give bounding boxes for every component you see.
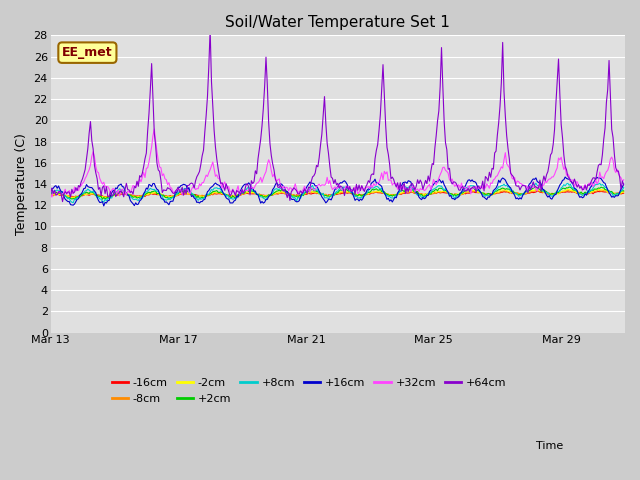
+2cm xyxy=(91,191,99,196)
Text: EE_met: EE_met xyxy=(62,46,113,59)
-16cm xyxy=(575,190,582,196)
-16cm xyxy=(381,190,388,196)
Line: -2cm: -2cm xyxy=(51,190,623,198)
+64cm xyxy=(447,178,454,184)
Title: Soil/Water Temperature Set 1: Soil/Water Temperature Set 1 xyxy=(225,15,450,30)
+32cm xyxy=(92,164,100,169)
+64cm xyxy=(59,199,67,204)
+16cm xyxy=(47,188,54,194)
+64cm xyxy=(491,150,499,156)
-16cm xyxy=(620,190,627,196)
-2cm xyxy=(381,191,388,196)
-8cm xyxy=(445,191,453,197)
+32cm xyxy=(382,171,390,177)
+16cm xyxy=(490,188,497,193)
+16cm xyxy=(91,188,99,194)
Line: +32cm: +32cm xyxy=(51,129,623,197)
-2cm xyxy=(92,192,100,197)
+2cm xyxy=(502,186,509,192)
+2cm xyxy=(165,197,173,203)
+32cm xyxy=(491,176,499,182)
Line: -8cm: -8cm xyxy=(51,190,623,198)
+64cm xyxy=(47,192,54,198)
+8cm xyxy=(69,200,77,205)
+64cm xyxy=(503,132,511,138)
-8cm xyxy=(490,191,497,197)
-8cm xyxy=(67,195,74,201)
-16cm xyxy=(47,193,54,199)
-8cm xyxy=(573,190,581,195)
+32cm xyxy=(47,191,54,197)
+2cm xyxy=(620,188,627,194)
+2cm xyxy=(565,184,573,190)
-2cm xyxy=(565,187,573,192)
-2cm xyxy=(502,187,509,193)
+64cm xyxy=(575,182,582,188)
Line: +64cm: +64cm xyxy=(51,29,623,202)
-8cm xyxy=(381,191,388,196)
-8cm xyxy=(92,192,100,197)
+16cm xyxy=(381,190,388,196)
+32cm xyxy=(447,178,454,184)
+8cm xyxy=(92,192,100,197)
+32cm xyxy=(575,182,582,188)
-16cm xyxy=(502,189,509,195)
-2cm xyxy=(47,194,54,200)
+8cm xyxy=(47,191,54,196)
+32cm xyxy=(620,177,627,183)
Line: +16cm: +16cm xyxy=(51,177,623,206)
-2cm xyxy=(445,191,453,197)
+8cm xyxy=(381,191,388,196)
Line: -16cm: -16cm xyxy=(51,191,623,197)
+64cm xyxy=(92,170,100,176)
+64cm xyxy=(382,122,390,128)
+8cm xyxy=(575,191,582,197)
-8cm xyxy=(595,187,602,192)
+64cm xyxy=(620,182,627,188)
-16cm xyxy=(490,191,497,196)
-2cm xyxy=(575,190,582,196)
-16cm xyxy=(92,192,100,198)
Text: Time: Time xyxy=(536,442,563,451)
+16cm xyxy=(620,181,627,187)
+16cm xyxy=(100,203,108,209)
-2cm xyxy=(620,189,627,195)
-8cm xyxy=(47,192,54,198)
+64cm xyxy=(206,26,214,32)
-8cm xyxy=(620,189,627,194)
+8cm xyxy=(490,189,497,195)
-2cm xyxy=(69,195,77,201)
Y-axis label: Temperature (C): Temperature (C) xyxy=(15,133,28,235)
+16cm xyxy=(561,174,569,180)
-16cm xyxy=(533,188,541,194)
-16cm xyxy=(445,191,453,196)
+32cm xyxy=(48,194,56,200)
+2cm xyxy=(490,191,497,197)
+2cm xyxy=(445,191,453,196)
+2cm xyxy=(575,190,582,196)
-16cm xyxy=(67,194,74,200)
-8cm xyxy=(502,188,509,194)
+2cm xyxy=(381,189,388,194)
+32cm xyxy=(503,161,511,167)
+8cm xyxy=(532,180,540,186)
+16cm xyxy=(575,192,582,198)
+2cm xyxy=(47,191,54,197)
Legend: -16cm, -8cm, -2cm, +2cm, +8cm, +16cm, +32cm, +64cm: -16cm, -8cm, -2cm, +2cm, +8cm, +16cm, +3… xyxy=(108,374,511,408)
Line: +2cm: +2cm xyxy=(51,187,623,200)
Line: +8cm: +8cm xyxy=(51,183,623,203)
+16cm xyxy=(502,177,509,183)
+8cm xyxy=(620,185,627,191)
+8cm xyxy=(502,183,509,189)
+16cm xyxy=(445,193,453,199)
+32cm xyxy=(150,126,158,132)
-2cm xyxy=(490,192,497,197)
+8cm xyxy=(445,191,453,196)
